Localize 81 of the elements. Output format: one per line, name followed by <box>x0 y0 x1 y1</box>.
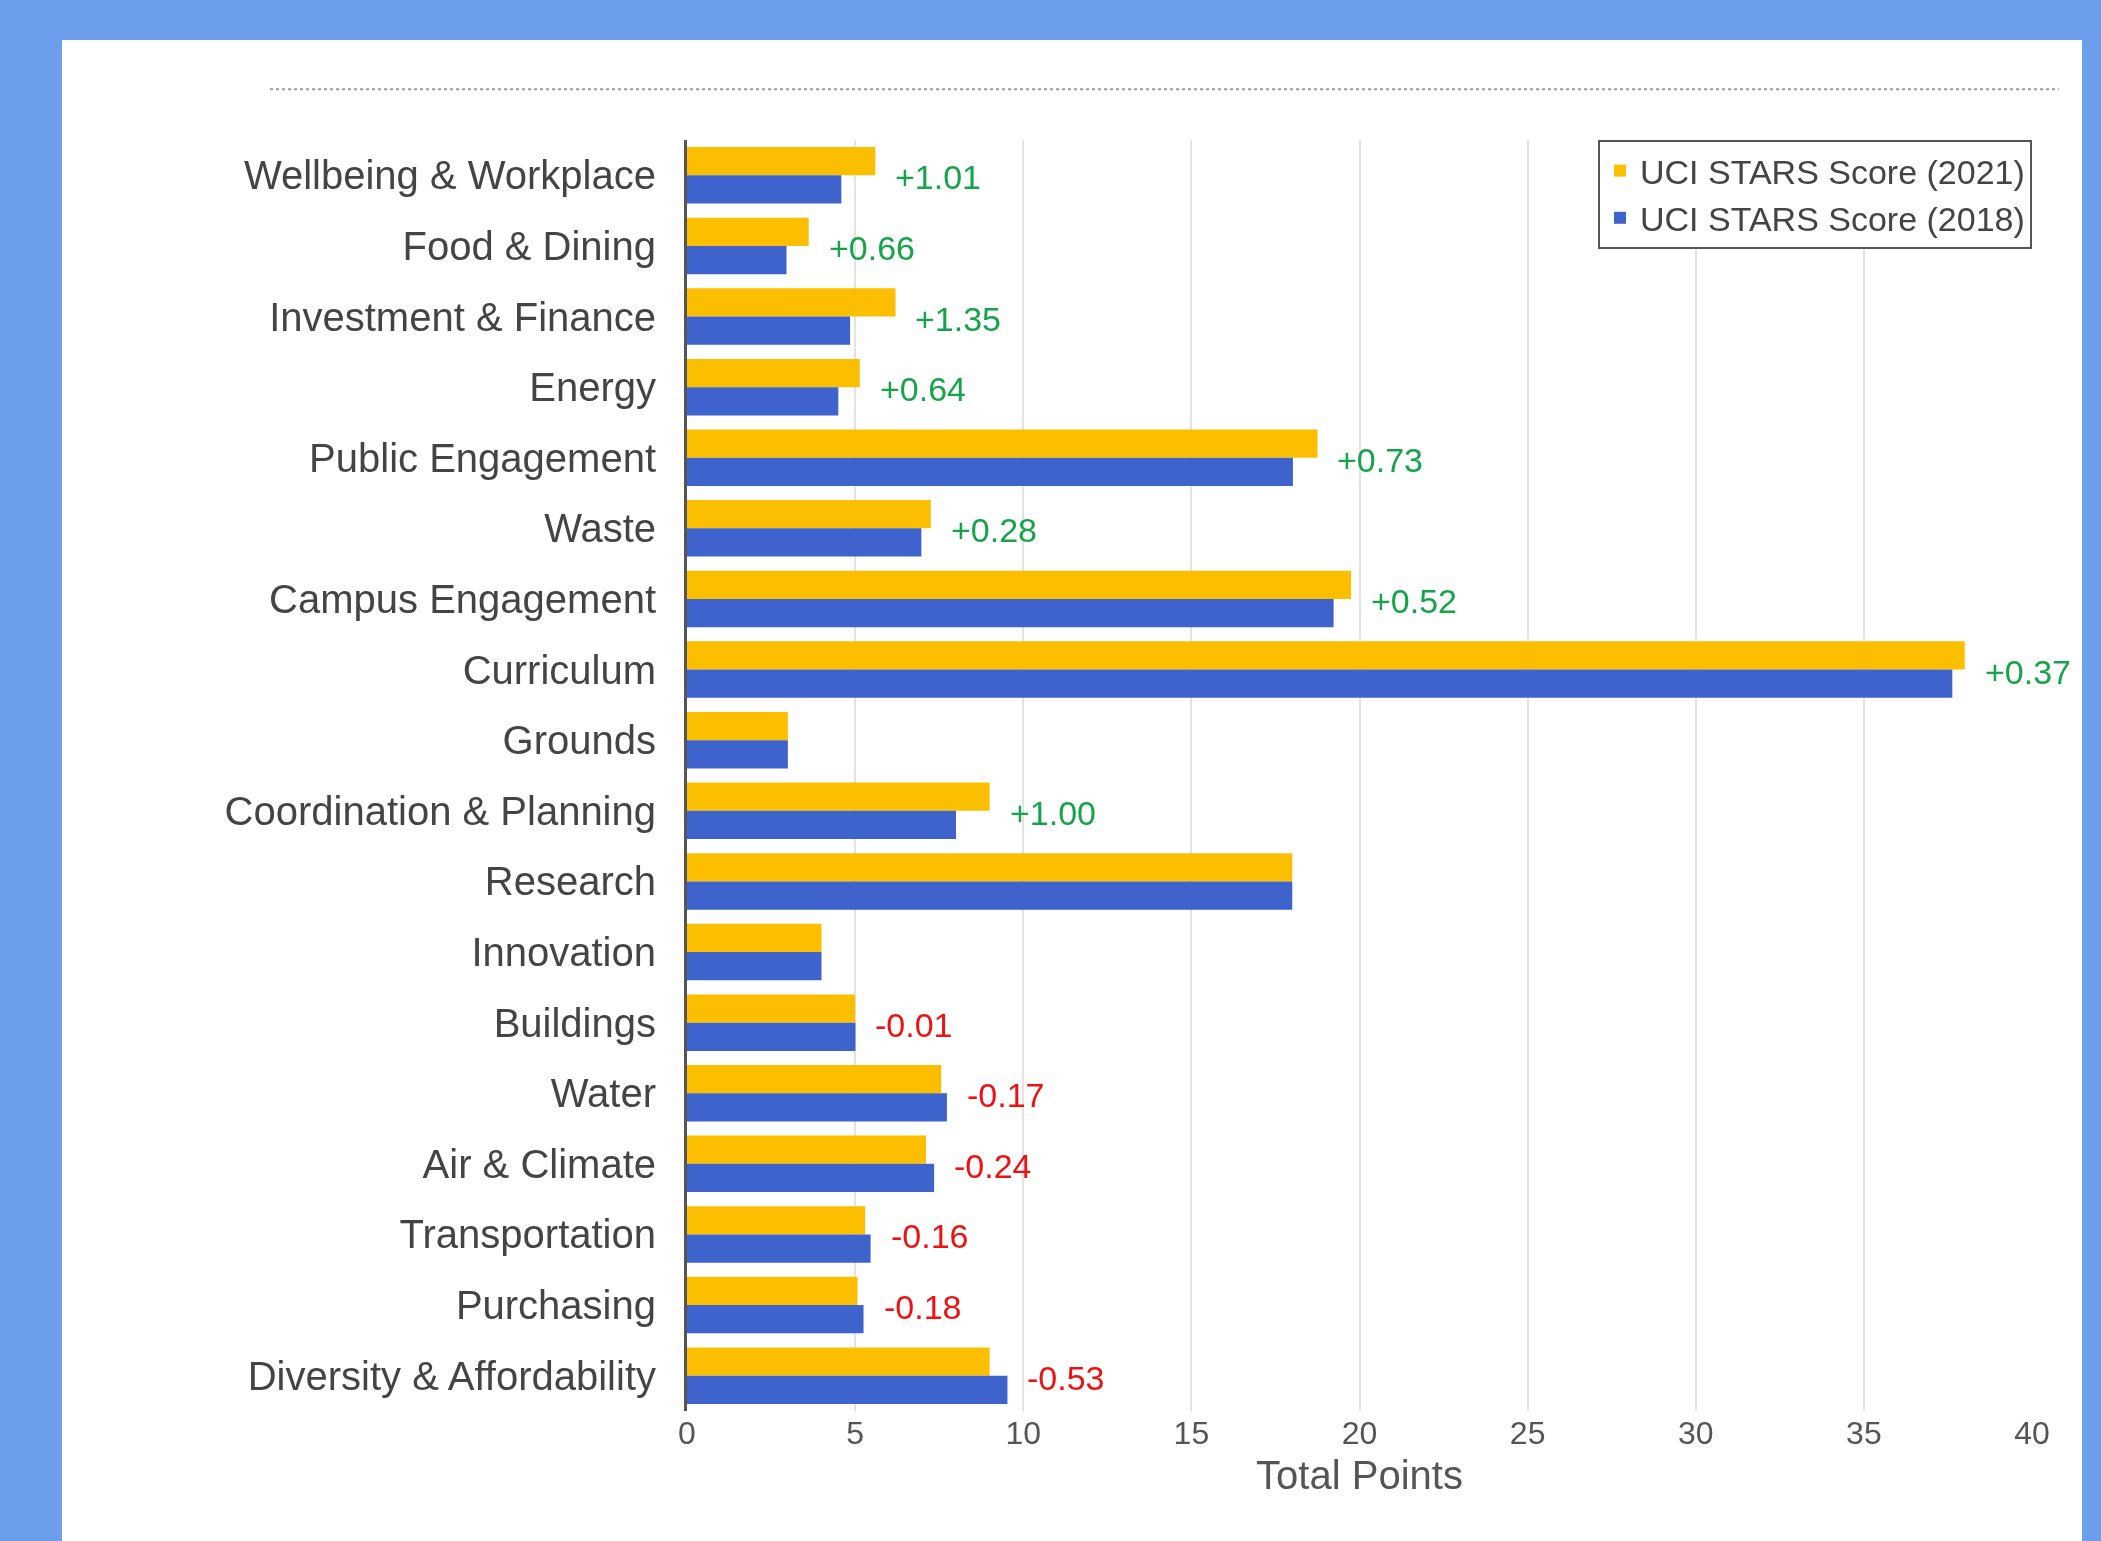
bar <box>687 316 851 345</box>
annotation: +0.28 <box>951 511 1038 549</box>
y-tick-label: Public Engagement <box>309 435 656 480</box>
annotation: +0.64 <box>880 370 967 408</box>
bar <box>687 245 787 275</box>
y-tick-label: Investment & Finance <box>269 294 656 339</box>
y-tick-label: Waste <box>544 506 656 551</box>
y-tick-label: Innovation <box>471 930 656 975</box>
bar <box>687 288 896 317</box>
bar <box>687 1305 864 1334</box>
bar <box>687 1135 927 1164</box>
x-tick-label: 10 <box>1005 1415 1042 1451</box>
x-tick-label: 40 <box>2014 1415 2050 1451</box>
bar <box>687 500 931 529</box>
annotation: +0.66 <box>829 229 916 267</box>
annotation: -0.17 <box>967 1076 1045 1114</box>
bar <box>687 994 856 1023</box>
bar <box>687 1022 856 1051</box>
y-tick-label: Buildings <box>493 1000 656 1045</box>
bar <box>687 923 822 953</box>
y-tick-label: Campus Engagement <box>269 576 656 621</box>
annotation: -0.16 <box>891 1217 969 1255</box>
y-tick-label: Air & Climate <box>422 1141 656 1186</box>
y-tick-label: Water <box>550 1071 656 1116</box>
bar <box>687 1276 858 1306</box>
x-tick-label: 25 <box>1509 1415 1546 1451</box>
legend-label: UCI STARS Score (2021) <box>1640 152 2025 191</box>
y-tick-label: Diversity & Affordability <box>247 1353 656 1398</box>
y-tick-label: Energy <box>529 365 656 410</box>
x-tick-label: 15 <box>1173 1415 1210 1451</box>
annotation: +1.00 <box>1010 794 1097 832</box>
annotation: +1.35 <box>915 300 1002 338</box>
bar <box>687 1375 1008 1404</box>
bar <box>687 740 788 769</box>
annotation: +0.37 <box>1985 653 2072 691</box>
bar <box>687 810 956 840</box>
bar <box>687 358 860 388</box>
bar <box>687 528 922 557</box>
bar <box>687 429 1318 458</box>
bar <box>687 387 839 416</box>
bar <box>687 1093 947 1122</box>
y-tick-label: Food & Dining <box>402 223 656 268</box>
bar <box>687 641 1965 670</box>
bar <box>687 782 990 811</box>
bar <box>687 570 1352 599</box>
bar <box>687 147 876 176</box>
x-axis-title: Total Points <box>1256 1452 1463 1497</box>
annotation: -0.53 <box>1027 1359 1105 1397</box>
annotation: +0.73 <box>1337 441 1424 479</box>
x-tick-label: 5 <box>846 1415 865 1451</box>
bar <box>687 1065 942 1094</box>
bar <box>687 1163 935 1193</box>
y-tick-label: Transportation <box>399 1212 656 1257</box>
bar <box>687 457 1293 486</box>
bar <box>687 175 842 204</box>
bar <box>687 598 1334 628</box>
legend-label: UCI STARS Score (2018) <box>1640 200 2025 239</box>
y-tick-label: Grounds <box>502 718 656 763</box>
bar <box>687 1206 866 1235</box>
bar <box>687 1234 871 1263</box>
annotation: -0.01 <box>875 1006 953 1044</box>
x-tick-label: 35 <box>1846 1415 1882 1451</box>
annotation: +1.01 <box>895 158 982 196</box>
annotation: -0.24 <box>954 1147 1032 1185</box>
y-tick-label: Coordination & Planning <box>224 788 656 833</box>
bar <box>687 853 1293 882</box>
bar <box>687 711 788 741</box>
bar <box>687 217 809 246</box>
bar <box>687 669 1953 698</box>
bar <box>687 1347 990 1376</box>
x-tick-label: 0 <box>678 1415 696 1451</box>
y-tick-label: Wellbeing & Workplace <box>243 153 656 198</box>
y-tick-label: Purchasing <box>455 1283 656 1328</box>
bar <box>687 881 1293 910</box>
annotation: +0.52 <box>1371 582 1458 620</box>
annotation: -0.18 <box>884 1288 962 1326</box>
x-tick-label: 30 <box>1677 1415 1714 1451</box>
y-tick-label: Curriculum <box>462 647 656 692</box>
bar <box>687 952 822 981</box>
x-tick-label: 20 <box>1341 1415 1378 1451</box>
y-tick-label: Research <box>484 859 656 904</box>
